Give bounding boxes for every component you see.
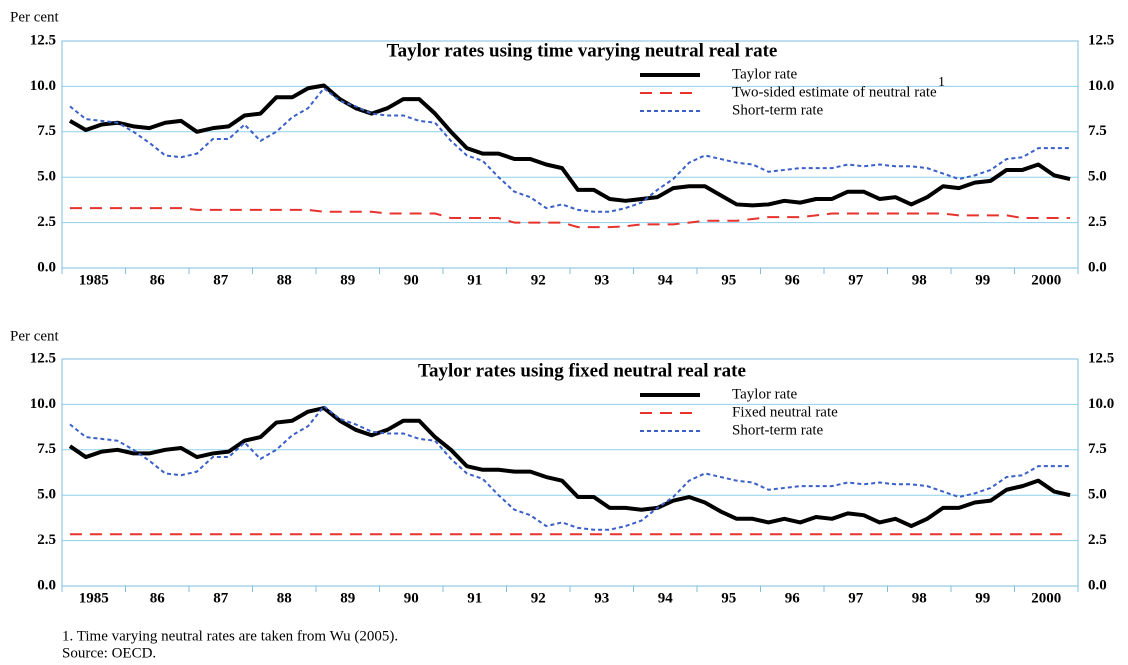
x-tick-label: 90 xyxy=(404,272,419,288)
plot-frame xyxy=(61,40,1079,269)
y-tick-label: 10.0 xyxy=(30,396,56,412)
source: Source: OECD. xyxy=(62,645,156,661)
chart-title: Taylor rates using time varying neutral … xyxy=(387,40,778,61)
x-tick-label: 95 xyxy=(721,272,736,288)
y-tick-label: 10.0 xyxy=(1088,396,1114,412)
x-tick-label: 86 xyxy=(150,272,166,288)
x-tick-label: 94 xyxy=(658,272,674,288)
x-tick-label: 86 xyxy=(150,590,166,606)
y-tick-label: 5.0 xyxy=(37,169,56,185)
line-series xyxy=(68,406,1071,529)
y-tick-label: 0.0 xyxy=(1088,259,1107,275)
x-tick-label: 90 xyxy=(404,590,419,606)
chart-title: Taylor rates using fixed neutral real ra… xyxy=(418,360,746,381)
x-tick-label: 2000 xyxy=(1031,590,1061,606)
y-axis-label: Per cent xyxy=(10,9,60,25)
x-tick-label: 89 xyxy=(340,590,355,606)
y-tick-label: 2.5 xyxy=(1088,214,1107,230)
x-tick-label: 98 xyxy=(912,272,927,288)
y-tick-label: 12.5 xyxy=(30,350,56,366)
legend-label: Two-sided estimate of neutral rate xyxy=(732,84,937,100)
x-tick-label: 89 xyxy=(340,272,355,288)
y-tick-label: 0.0 xyxy=(37,577,56,593)
x-tick-label: 91 xyxy=(467,590,482,606)
x-tick-label: 88 xyxy=(277,590,292,606)
x-tick-label: 99 xyxy=(975,590,990,606)
line-series xyxy=(68,83,1071,208)
x-tick-label: 93 xyxy=(594,272,609,288)
legend-label: Taylor rate xyxy=(732,66,798,82)
legend-label: Short-term rate xyxy=(732,102,824,118)
y-tick-label: 7.5 xyxy=(1088,441,1107,457)
y-tick-label: 7.5 xyxy=(1088,123,1107,139)
x-tick-label: 96 xyxy=(785,272,801,288)
x-tick-label: 87 xyxy=(213,272,229,288)
x-tick-label: 91 xyxy=(467,272,482,288)
x-tick-label: 2000 xyxy=(1031,272,1061,288)
y-tick-label: 0.0 xyxy=(37,259,56,275)
x-tick-label: 92 xyxy=(531,590,546,606)
y-tick-label: 7.5 xyxy=(37,123,56,139)
y-tick-label: 5.0 xyxy=(1088,169,1107,185)
x-tick-label: 1985 xyxy=(79,272,109,288)
legend-label: Taylor rate xyxy=(732,386,798,402)
y-tick-label: 12.5 xyxy=(30,32,56,48)
x-tick-label: 95 xyxy=(721,590,736,606)
y-tick-label: 12.5 xyxy=(1088,32,1114,48)
y-tick-label: 5.0 xyxy=(37,487,56,503)
x-tick-label: 92 xyxy=(531,272,546,288)
x-tick-label: 93 xyxy=(594,590,609,606)
x-tick-label: 87 xyxy=(213,590,229,606)
y-axis-label: Per cent xyxy=(10,328,60,344)
y-tick-label: 10.0 xyxy=(30,78,56,94)
y-tick-label: 5.0 xyxy=(1088,487,1107,503)
x-tick-label: 88 xyxy=(277,272,292,288)
line-series xyxy=(69,207,1071,229)
x-tick-label: 98 xyxy=(912,590,927,606)
line-series xyxy=(69,405,1071,531)
footnote: 1. Time varying neutral rates are taken … xyxy=(62,628,398,644)
legend-label: Fixed neutral rate xyxy=(732,404,838,420)
x-tick-label: 1985 xyxy=(79,590,109,606)
x-tick-label: 96 xyxy=(785,590,801,606)
y-tick-label: 2.5 xyxy=(37,532,56,548)
x-tick-label: 97 xyxy=(848,272,864,288)
legend-note: 1 xyxy=(938,75,945,90)
x-tick-label: 94 xyxy=(658,590,674,606)
y-tick-label: 2.5 xyxy=(37,214,56,230)
line-series xyxy=(69,87,1071,213)
plot-frame xyxy=(61,358,1079,587)
y-tick-label: 7.5 xyxy=(37,441,56,457)
legend-label: Short-term rate xyxy=(732,422,824,438)
y-tick-label: 2.5 xyxy=(1088,532,1107,548)
y-tick-label: 12.5 xyxy=(1088,350,1114,366)
x-tick-label: 97 xyxy=(848,590,864,606)
y-tick-label: 0.0 xyxy=(1088,577,1107,593)
x-tick-label: 99 xyxy=(975,272,990,288)
y-tick-label: 10.0 xyxy=(1088,78,1114,94)
